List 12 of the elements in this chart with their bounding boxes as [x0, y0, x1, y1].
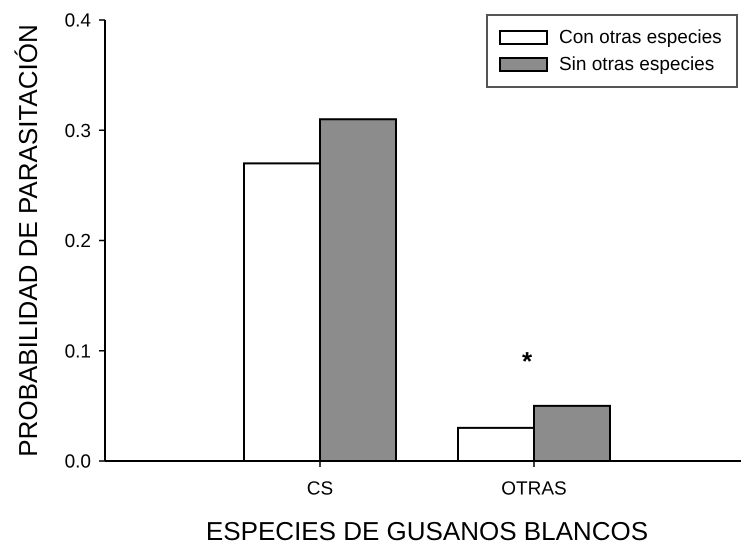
- legend-label: Con otras especies: [559, 26, 722, 48]
- y-tick-label: 0.2: [64, 231, 91, 252]
- y-tick-label: 0.1: [64, 341, 91, 362]
- x-tick-label: OTRAS: [501, 478, 567, 500]
- legend-label: Sin otras especies: [559, 54, 714, 76]
- y-tick-label: 0.0: [64, 452, 91, 473]
- y-tick-label: 0.4: [64, 10, 92, 32]
- x-axis-title: ESPECIES DE GUSANOS BLANCOS: [206, 516, 648, 544]
- x-tick-label: CS: [306, 478, 334, 500]
- annotation: *: [520, 346, 534, 376]
- y-axis-title: PROBABILIDAD DE PARASITACIÓN: [13, 24, 43, 457]
- y-tick-label: 0.3: [64, 120, 91, 142]
